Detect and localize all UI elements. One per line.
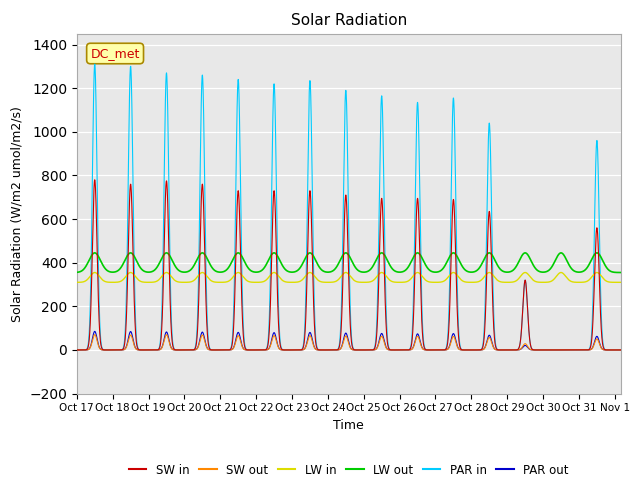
Y-axis label: Solar Radiation (W/m2 umol/m2/s): Solar Radiation (W/m2 umol/m2/s) — [11, 106, 24, 322]
X-axis label: Time: Time — [333, 419, 364, 432]
Text: DC_met: DC_met — [90, 47, 140, 60]
Title: Solar Radiation: Solar Radiation — [291, 13, 407, 28]
Legend: SW in, SW out, LW in, LW out, PAR in, PAR out: SW in, SW out, LW in, LW out, PAR in, PA… — [124, 459, 573, 480]
